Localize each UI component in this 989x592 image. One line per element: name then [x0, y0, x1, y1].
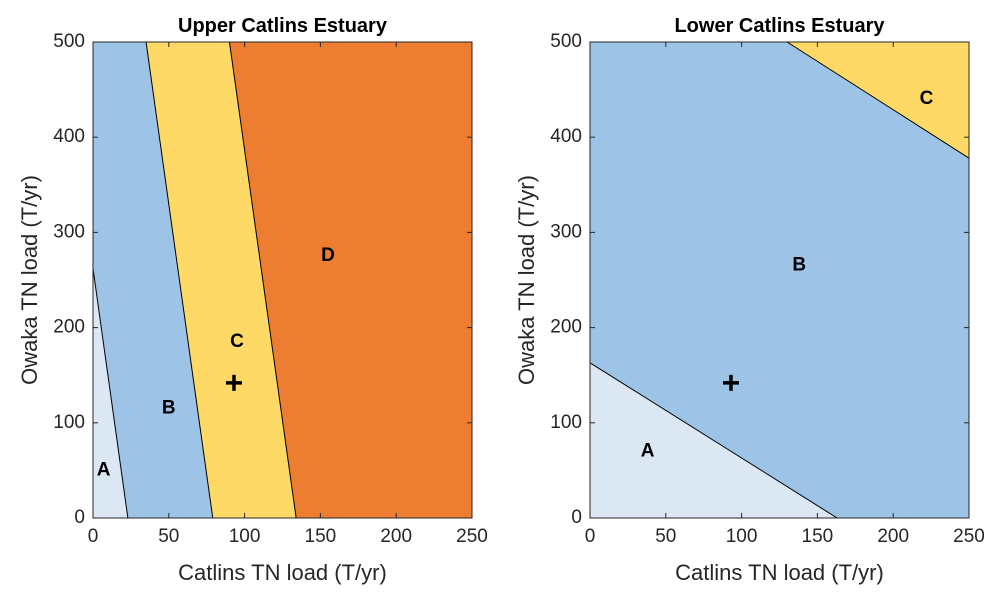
current-load-marker — [225, 374, 242, 391]
y-tick-label: 100 — [53, 412, 85, 433]
y-tick-label: 200 — [550, 317, 582, 338]
y-tick-label: 500 — [53, 31, 85, 52]
y-tick-label: 200 — [53, 317, 85, 338]
region-label-c: C — [920, 88, 934, 109]
x-tick-label: 0 — [585, 526, 596, 547]
x-tick-label: 50 — [655, 526, 676, 547]
y-tick-label: 500 — [550, 31, 582, 52]
chart-upper-catlins-estuary: A B C D 0 50 100 150 200 250 0 100 200 300 400 500 Upper… — [17, 15, 488, 585]
region-label-a: A — [97, 459, 111, 480]
x-axis-label: Catlins TN load (T/yr) — [675, 560, 884, 585]
y-tick-label: 400 — [550, 126, 582, 147]
axes-frame — [92, 41, 473, 519]
y-axis-label: Owaka TN load (T/yr) — [17, 175, 42, 385]
boundary-c-d — [228, 41, 297, 519]
axes-frame — [589, 41, 970, 519]
x-tick-label: 150 — [305, 526, 337, 547]
region-label-d: D — [321, 245, 335, 266]
x-tick-label: 150 — [802, 526, 834, 547]
y-tick-label: 300 — [550, 221, 582, 242]
current-load-marker — [722, 374, 739, 391]
region-d — [229, 42, 472, 518]
region-label-a: A — [641, 440, 655, 461]
region-b — [590, 42, 969, 518]
region-label-b: B — [792, 255, 806, 276]
boundary-b-c — [786, 41, 970, 159]
x-tick-label: 50 — [158, 526, 179, 547]
y-tick-label: 0 — [571, 507, 582, 528]
chart-title: Upper Catlins Estuary — [178, 15, 388, 37]
y-tick-label: 100 — [550, 412, 582, 433]
x-axis-label: Catlins TN load (T/yr) — [178, 560, 387, 585]
y-tick-label: 300 — [53, 221, 85, 242]
x-tick-label: 0 — [88, 526, 99, 547]
x-tick-label: 100 — [229, 526, 261, 547]
x-tick-label: 100 — [726, 526, 758, 547]
x-tick-label: 250 — [953, 526, 985, 547]
boundary-a-b — [92, 268, 129, 519]
boundary-b-c — [145, 41, 214, 519]
x-tick-label: 200 — [380, 526, 412, 547]
y-axis-label: Owaka TN load (T/yr) — [514, 175, 539, 385]
boundary-a-b — [589, 362, 838, 519]
chart-title: Lower Catlins Estuary — [674, 15, 885, 37]
y-tick-label: 0 — [74, 507, 85, 528]
region-b — [93, 42, 213, 518]
region-label-b: B — [162, 398, 176, 419]
chart-lower-catlins-estuary: A B C 0 50 100 150 200 250 0 100 200 300 400 500 Lower … — [514, 15, 985, 585]
region-label-c: C — [230, 331, 244, 352]
region-c — [146, 42, 297, 518]
x-tick-label: 250 — [456, 526, 488, 547]
x-tick-label: 200 — [877, 526, 909, 547]
y-tick-label: 400 — [53, 126, 85, 147]
